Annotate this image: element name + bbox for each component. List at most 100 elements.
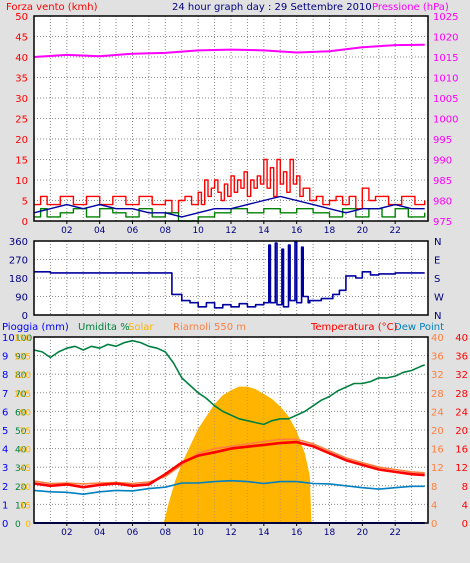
p3-rain-tick: 4: [2, 445, 8, 456]
p3-ariel-tick: 24: [431, 407, 444, 418]
p3-rain-tick: 5: [2, 426, 8, 437]
p1-x-tick: 20: [357, 226, 369, 236]
p3-ariel-tick: 12: [431, 463, 444, 474]
p2-frame: [33, 240, 429, 316]
p3-solar-tick: 135: [14, 353, 31, 363]
p3-temp-tick: 12: [455, 463, 468, 474]
p1-x-tick: 14: [258, 226, 270, 236]
p3-rain-tick: 8: [2, 370, 8, 381]
p1-right-tick: 1025: [433, 12, 458, 23]
p2-right-tick: N: [434, 237, 441, 248]
p3-ariel-tick: 32: [431, 370, 444, 381]
p2-right-tick: E: [434, 256, 440, 267]
p3-x-tick: 04: [94, 528, 106, 538]
header-pressure-label: Pressione (hPa): [372, 2, 449, 13]
p2-left-tick: 180: [9, 274, 28, 285]
p1-right-tick: 980: [433, 197, 452, 208]
p1-x-tick: 16: [291, 226, 303, 236]
p3-solar-tick: 90: [20, 408, 32, 418]
p3-temp-tick: 16: [455, 445, 468, 456]
p1-x-tick: 04: [94, 226, 106, 236]
p1-left-tick: 5: [22, 197, 28, 208]
p1-left-tick: 10: [15, 176, 28, 187]
p3-humidity-tick: 20: [15, 483, 27, 493]
p3-ariel-tick: 20: [431, 426, 444, 437]
p3-solar-tick: 15: [20, 501, 31, 511]
p3-temp-tick: 4: [462, 500, 468, 511]
header-date: 24 hour graph day : 29 Settembre 2010: [172, 2, 372, 13]
p3-x-tick: 20: [357, 528, 369, 538]
p3-rain-tick: 9: [2, 352, 8, 363]
p3-solar-tick: 150: [14, 334, 31, 344]
p1-left-tick: 30: [15, 94, 28, 105]
p3-temp-tick: 40: [455, 333, 468, 344]
series-dew-point: [33, 479, 425, 496]
p3-rain-tick: 7: [2, 389, 8, 400]
p3-ariel-tick: 28: [431, 389, 444, 400]
p3-x-tick: 12: [225, 528, 236, 538]
p2-left-tick: 270: [9, 256, 28, 267]
p3-temp-tick: 20: [455, 426, 468, 437]
p1-x-tick: 02: [61, 226, 72, 236]
p3-x-tick: 22: [389, 528, 400, 538]
p3-x-tick: 10: [192, 528, 204, 538]
p3-humidity-tick: 10: [15, 501, 27, 511]
p3-rain-tick: 3: [2, 463, 8, 474]
p3-humidity-tick: 100: [15, 334, 32, 344]
wind-pressure-panel: 0510152025303540455097598098599099510001…: [15, 12, 458, 236]
solar-label: Solar: [128, 322, 154, 333]
p3-rain-tick: 0: [2, 519, 8, 530]
p3-rain-tick: 1: [2, 500, 8, 511]
p2-left-tick: 360: [9, 237, 28, 248]
p3-humidity-tick: 30: [15, 464, 27, 474]
p1-right-tick: 1000: [433, 115, 458, 126]
p1-x-tick: 10: [192, 226, 204, 236]
p1-left-tick: 0: [22, 217, 28, 228]
p3-humidity-tick: 0: [15, 520, 21, 530]
p2-left-tick: 0: [22, 311, 28, 322]
p1-right-tick: 1020: [433, 33, 458, 44]
p3-humidity-tick: 90: [15, 353, 27, 363]
p3-temp-tick: 24: [455, 407, 468, 418]
p3-solar-tick: 105: [14, 390, 31, 400]
p3-solar-tick: 60: [20, 446, 32, 456]
p3-x-tick: 16: [291, 528, 303, 538]
p3-x-tick: 14: [258, 528, 270, 538]
p1-x-tick: 18: [324, 226, 336, 236]
p2-right-tick: W: [434, 293, 444, 304]
p1-right-tick: 1015: [433, 53, 458, 64]
p3-solar-tick: 75: [20, 427, 31, 437]
p1-right-tick: 1005: [433, 94, 458, 105]
p1-x-tick: 08: [160, 226, 172, 236]
humidity-label: Umidita %: [78, 322, 130, 333]
p3-rain-tick: 6: [2, 407, 8, 418]
p3-temp-tick: 0: [462, 519, 468, 530]
ariel-label: Riarnoli 550 m: [173, 322, 246, 333]
p3-x-tick: 08: [160, 528, 172, 538]
p3-ariel-tick: 0: [431, 519, 437, 530]
p1-right-tick: 985: [433, 176, 452, 187]
p1-left-tick: 50: [15, 12, 28, 23]
p3-ariel-tick: 40: [431, 333, 444, 344]
series-temperatura-c-: [33, 440, 425, 489]
p3-humidity-tick: 70: [15, 390, 27, 400]
p3-humidity-tick: 40: [15, 446, 27, 456]
p1-left-tick: 20: [15, 135, 28, 146]
series-vento-kmh-: [33, 195, 425, 218]
series-wind-direction: [34, 241, 425, 309]
p3-temp-tick: 28: [455, 389, 468, 400]
series-umidita-: [33, 339, 425, 426]
p1-left-tick: 35: [15, 74, 28, 85]
p1-x-tick: 22: [389, 226, 400, 236]
p3-ariel-tick: 8: [431, 482, 437, 493]
p1-x-tick: 12: [225, 226, 236, 236]
series-riarnoli-m: [33, 438, 425, 485]
p1-left-tick: 25: [15, 115, 28, 126]
p1-right-tick: 975: [433, 217, 452, 228]
p3-solar-tick: 0: [25, 520, 31, 530]
p1-right-tick: 990: [433, 156, 452, 167]
